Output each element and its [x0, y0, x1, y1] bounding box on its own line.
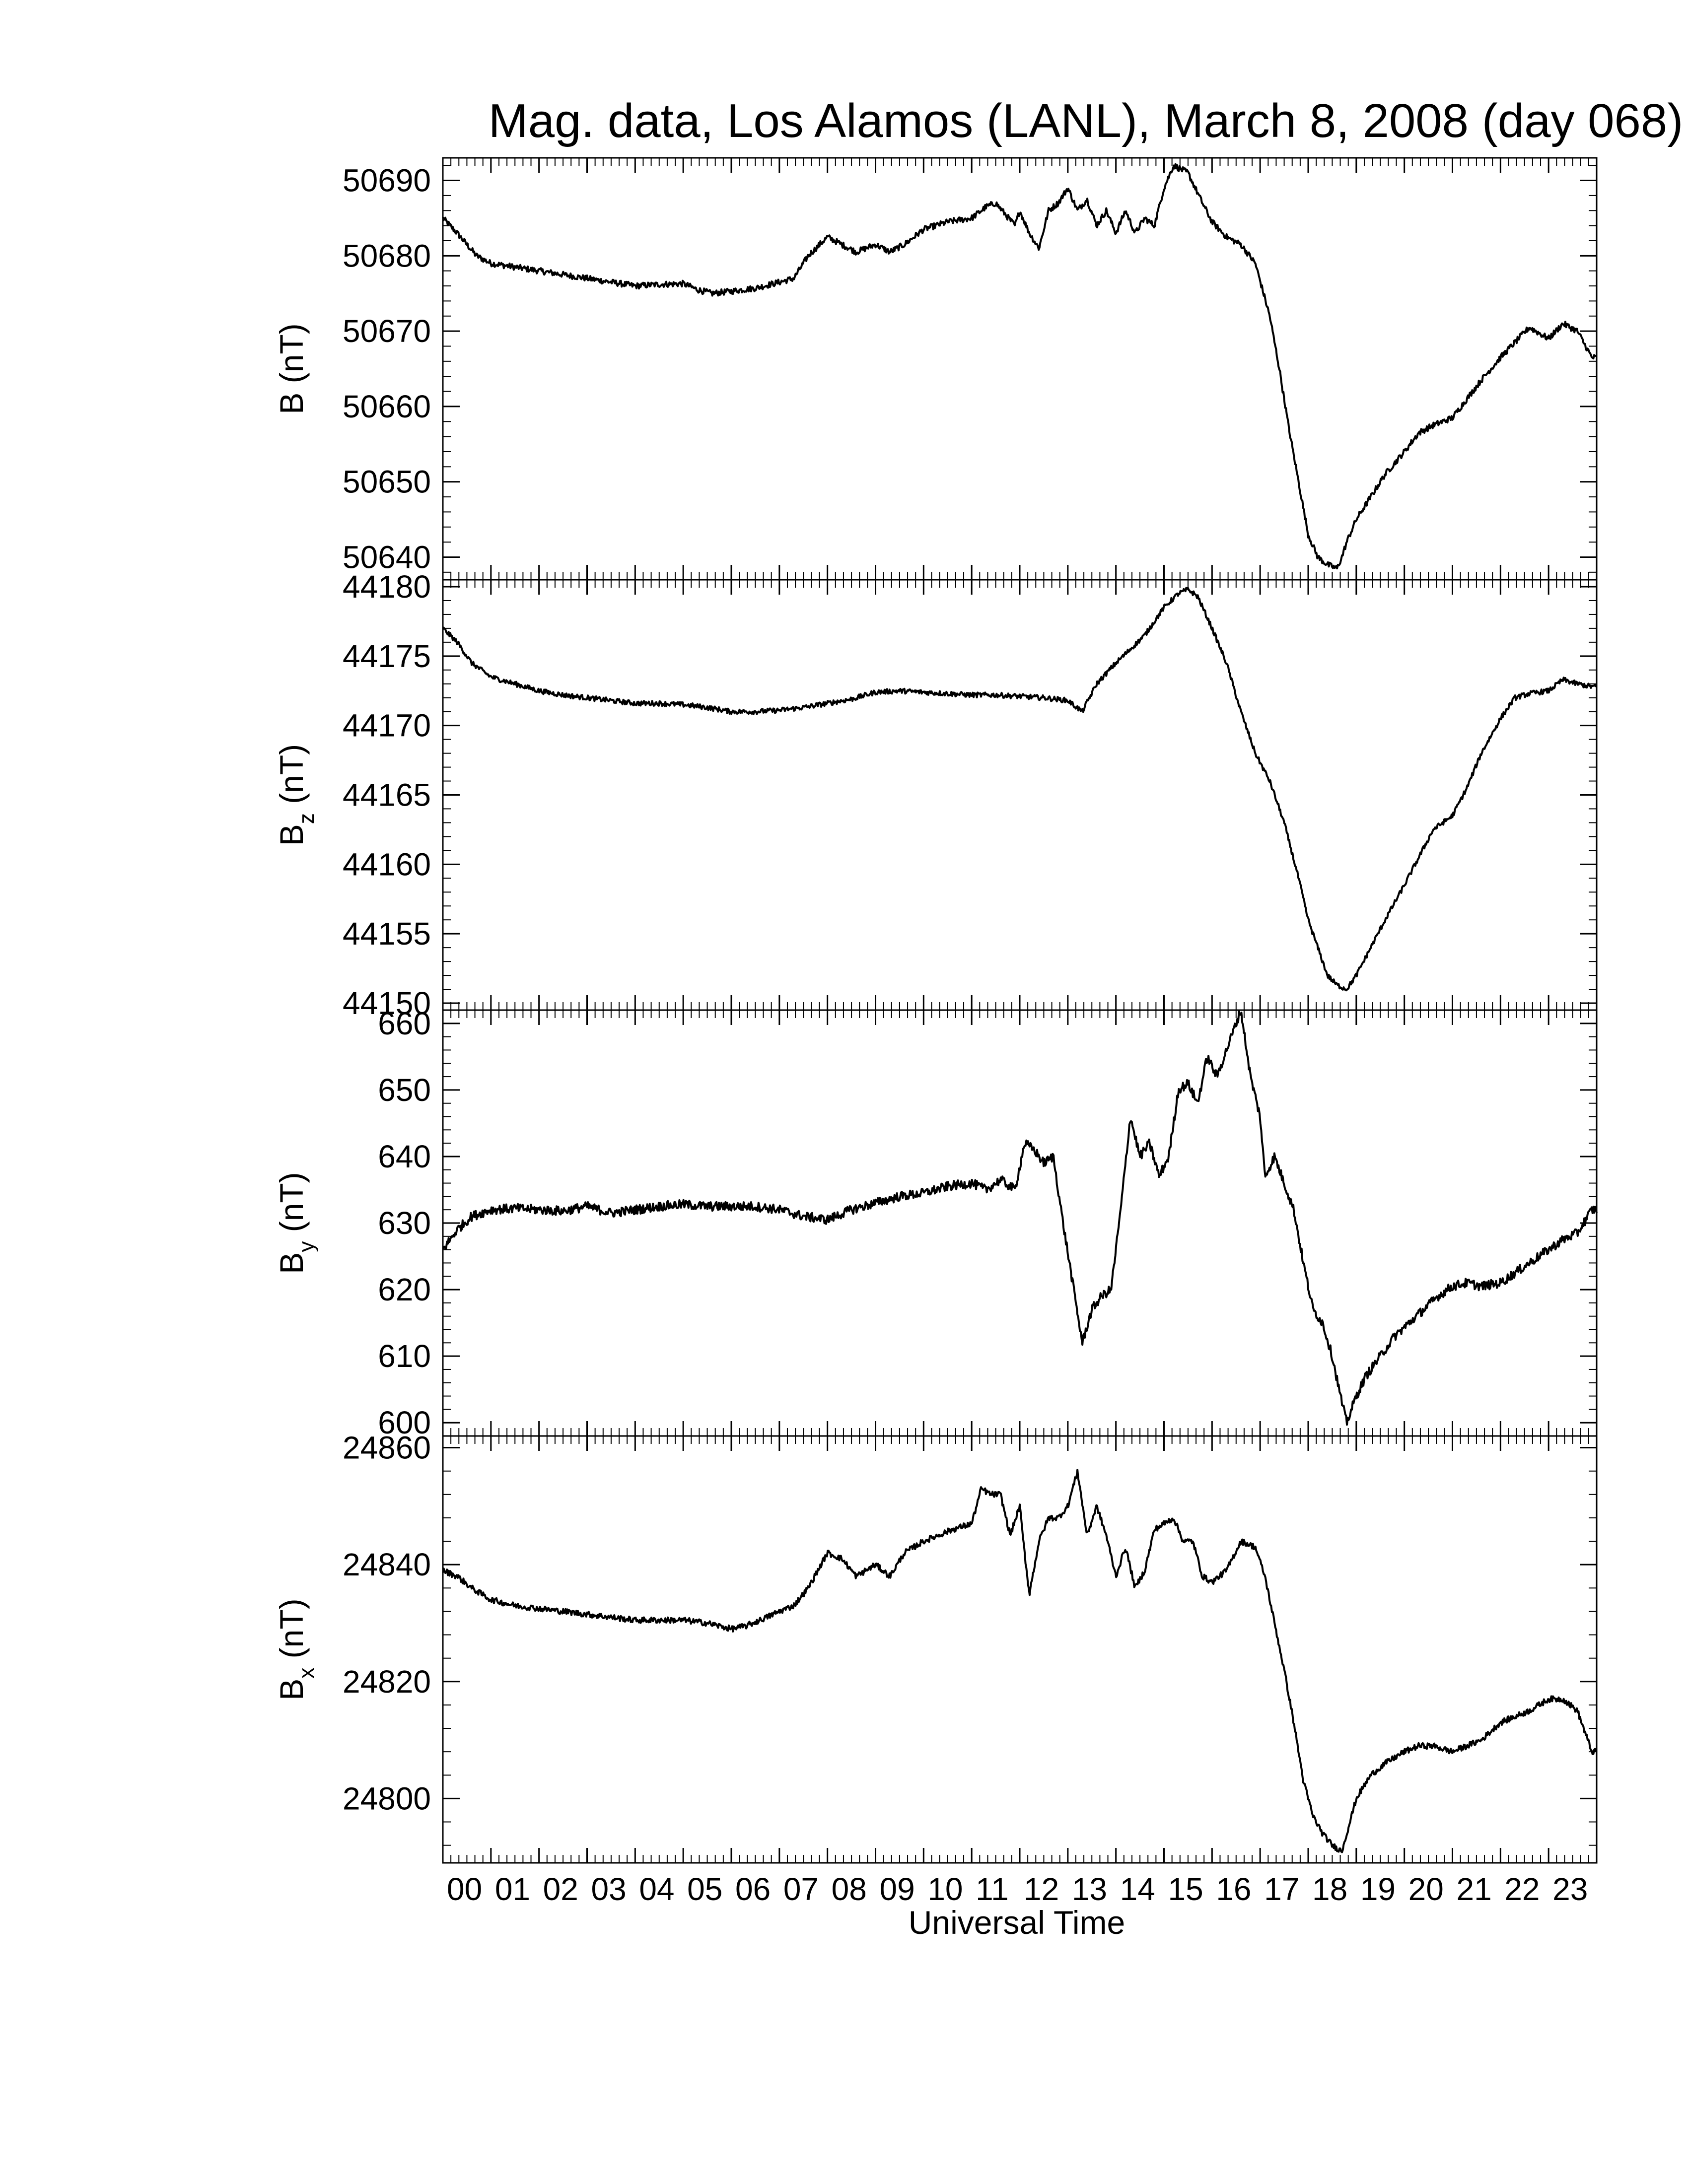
- y-tick-label-Bz: 44175: [343, 638, 431, 674]
- x-tick-label: 04: [639, 1871, 674, 1907]
- chart-title: Mag. data, Los Alamos (LANL), March 8, 2…: [489, 94, 1684, 147]
- x-tick-label: 05: [687, 1871, 722, 1907]
- x-tick-label: 19: [1360, 1871, 1396, 1907]
- y-tick-label-Bz: 44155: [343, 916, 431, 952]
- x-tick-label: 08: [832, 1871, 867, 1907]
- x-tick-label: 06: [735, 1871, 771, 1907]
- x-tick-label: 20: [1408, 1871, 1444, 1907]
- x-axis-title: Universal Time: [909, 1904, 1125, 1941]
- y-axis-label-By: By (nT): [273, 1172, 319, 1274]
- y-tick-label-By: 660: [378, 1006, 431, 1041]
- x-tick-label: 10: [927, 1871, 963, 1907]
- y-tick-label-Bx: 24860: [343, 1430, 431, 1466]
- y-tick-label-Bx: 24820: [343, 1664, 431, 1700]
- y-tick-label-Bx: 24800: [343, 1780, 431, 1816]
- y-tick-label-Bz: 44170: [343, 708, 431, 744]
- panel-Bx: 24800 24820 24840 24860 Bx (nT): [273, 1430, 1598, 1864]
- y-tick-label-B: 50690: [343, 163, 431, 199]
- y-tick-label-Bz: 44165: [343, 777, 431, 813]
- x-tick-label: 22: [1504, 1871, 1540, 1907]
- series-line-By: [442, 1010, 1598, 1426]
- x-axis: 00 01 02 03 04 05 06 07 08 09 10 11 12 13 14 15 16 17 18 19…: [447, 1871, 1588, 1907]
- panel-B: 50640 50650 50660 50670 50680 50690 B (nT): [273, 157, 1598, 581]
- y-tick-label-By: 600: [378, 1405, 431, 1440]
- x-tick-label: 11: [976, 1871, 1008, 1907]
- panel-Bz: 44150 44155 44160 44165 44170 44175 44180 Bz (n…: [273, 569, 1598, 1021]
- x-tick-label: 02: [543, 1871, 578, 1907]
- y-tick-label-B: 50650: [343, 464, 431, 500]
- y-axis-label-Bz: Bz (nT): [273, 744, 319, 846]
- x-tick-label: 21: [1457, 1871, 1492, 1907]
- y-tick-label-Bx: 24840: [343, 1547, 431, 1582]
- panel-By: 600 610 620 630 640 650 660 By (nT): [273, 1006, 1598, 1440]
- y-tick-label-By: 610: [378, 1338, 431, 1374]
- x-tick-label: 03: [591, 1871, 627, 1907]
- y-tick-label-By: 620: [378, 1272, 431, 1307]
- y-tick-label-Bz: 44180: [343, 569, 431, 605]
- x-tick-label: 15: [1168, 1871, 1203, 1907]
- series-line-Bx: [442, 1469, 1598, 1853]
- x-tick-label: 07: [783, 1871, 819, 1907]
- x-tick-label: 16: [1216, 1871, 1251, 1907]
- x-tick-label: 14: [1120, 1871, 1155, 1907]
- series-line-Bz: [442, 587, 1598, 992]
- x-tick-label: 17: [1264, 1871, 1299, 1907]
- y-tick-label-B: 50640: [343, 539, 431, 575]
- series-line-B: [442, 163, 1597, 570]
- y-tick-label-By: 630: [378, 1205, 431, 1241]
- y-tick-label-B: 50680: [343, 238, 431, 273]
- y-tick-label-By: 640: [378, 1139, 431, 1174]
- y-axis-label-Bx: Bx (nT): [273, 1598, 319, 1700]
- y-tick-label-Bz: 44150: [343, 985, 431, 1021]
- x-tick-label: 12: [1024, 1871, 1059, 1907]
- x-tick-label: 01: [495, 1871, 530, 1907]
- y-tick-label-By: 650: [378, 1072, 431, 1108]
- y-axis-label-B: B (nT): [273, 323, 310, 414]
- x-tick-label: 13: [1072, 1871, 1107, 1907]
- y-tick-label-Bz: 44160: [343, 846, 431, 882]
- x-tick-label: 00: [447, 1871, 482, 1907]
- y-tick-label-B: 50660: [343, 389, 431, 424]
- panels-layer: 50640 50650 50660 50670 50680 50690 B (nT) 4415…: [273, 157, 1598, 1864]
- x-tick-label: 18: [1312, 1871, 1347, 1907]
- x-tick-label: 23: [1552, 1871, 1588, 1907]
- x-tick-label: 09: [880, 1871, 915, 1907]
- y-tick-label-B: 50670: [343, 313, 431, 349]
